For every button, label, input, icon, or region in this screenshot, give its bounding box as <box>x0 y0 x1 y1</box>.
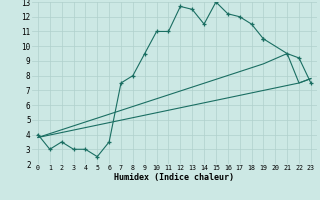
X-axis label: Humidex (Indice chaleur): Humidex (Indice chaleur) <box>115 173 234 182</box>
